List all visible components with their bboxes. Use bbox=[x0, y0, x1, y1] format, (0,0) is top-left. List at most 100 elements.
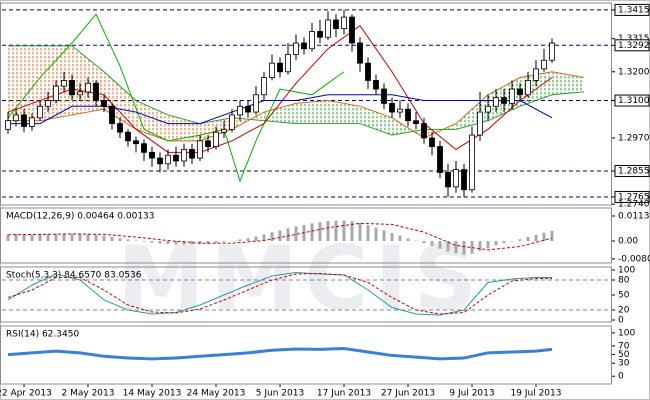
panel bbox=[0, 325, 612, 385]
indicator-line bbox=[7, 13, 345, 183]
y-tick-label: 1.3100 bbox=[618, 96, 650, 106]
y-tick-label: -0.00809 bbox=[618, 254, 650, 264]
x-tick-label: 19 Jul 2013 bbox=[511, 389, 562, 399]
candle-body bbox=[301, 42, 307, 50]
price-box bbox=[614, 94, 650, 107]
candle-body bbox=[181, 149, 187, 162]
panel-title: Stoch(5,3,3) 84.6570 83.0536 bbox=[6, 271, 142, 281]
candle-body bbox=[93, 82, 99, 101]
histogram-bar bbox=[270, 232, 274, 241]
candle-body bbox=[413, 120, 419, 124]
candle-body bbox=[365, 62, 371, 81]
candle-body bbox=[405, 108, 411, 122]
candle-body bbox=[133, 140, 139, 145]
candle-body bbox=[333, 19, 339, 30]
candle-body bbox=[109, 105, 115, 124]
candle-body bbox=[141, 143, 147, 153]
candle-body bbox=[549, 42, 555, 61]
candle-body bbox=[197, 140, 203, 159]
cloud bbox=[360, 106, 392, 136]
histogram-bar bbox=[126, 239, 130, 241]
cloud bbox=[328, 100, 360, 124]
histogram-bar bbox=[550, 230, 554, 241]
y-tick-label: 1.3200 bbox=[618, 67, 650, 77]
histogram-bar bbox=[14, 233, 18, 241]
y-tick-label: 50 bbox=[618, 350, 630, 360]
candle-body bbox=[525, 80, 531, 96]
x-tick-label: 22 Apr 2013 bbox=[0, 389, 52, 399]
price-box bbox=[614, 165, 650, 178]
histogram-bar bbox=[6, 234, 10, 241]
histogram-bar bbox=[438, 241, 442, 249]
candle-body bbox=[165, 154, 171, 165]
candle-body bbox=[469, 134, 475, 191]
histogram-bar bbox=[294, 226, 298, 241]
histogram-bar bbox=[478, 241, 482, 251]
histogram-bar bbox=[470, 241, 474, 254]
candle-body bbox=[373, 80, 379, 90]
y-tick-label: 1.3315 bbox=[618, 34, 650, 44]
histogram-bar bbox=[158, 241, 162, 244]
histogram-bar bbox=[486, 241, 490, 249]
y-tick-label: 50 bbox=[618, 291, 630, 301]
x-tick-label: 9 Jul 2013 bbox=[449, 389, 494, 399]
histogram-bar bbox=[430, 241, 434, 246]
histogram-bar bbox=[190, 241, 194, 245]
candle-body bbox=[85, 82, 91, 93]
candle-body bbox=[485, 105, 491, 113]
histogram-bar bbox=[390, 233, 394, 241]
candle-body bbox=[349, 16, 355, 44]
indicator-line bbox=[7, 271, 552, 316]
histogram-bar bbox=[502, 241, 506, 244]
candle-body bbox=[389, 103, 395, 113]
candle-body bbox=[205, 140, 211, 147]
x-tick-label: 17 Jun 2013 bbox=[317, 389, 371, 399]
indicator-line bbox=[7, 222, 553, 251]
histogram-bar bbox=[78, 233, 82, 241]
histogram-bar bbox=[398, 235, 402, 241]
cloud bbox=[104, 71, 136, 130]
histogram-bar bbox=[166, 241, 170, 245]
histogram-bar bbox=[526, 237, 530, 241]
indicator-line bbox=[8, 94, 553, 125]
candle-body bbox=[5, 120, 11, 130]
candle-body bbox=[221, 128, 227, 133]
x-tick-label: 27 Jun 2013 bbox=[381, 389, 435, 399]
x-tick-label: 14 May 2013 bbox=[123, 389, 182, 399]
candle-body bbox=[69, 80, 75, 96]
histogram-bar bbox=[38, 234, 42, 241]
histogram-bar bbox=[462, 241, 466, 255]
y-tick-label: 1.2970 bbox=[618, 133, 650, 143]
histogram-bar bbox=[374, 227, 378, 241]
histogram-bar bbox=[310, 223, 314, 241]
candle-body bbox=[293, 42, 299, 55]
histogram-bar bbox=[206, 241, 210, 244]
panel-title: MACD(12,26,9) 0.00464 0.00133 bbox=[6, 212, 155, 222]
candle-body bbox=[77, 91, 83, 96]
price-box bbox=[614, 190, 650, 203]
candle-body bbox=[285, 54, 291, 73]
candle-body bbox=[189, 149, 195, 159]
histogram-bar bbox=[198, 241, 202, 245]
candle-body bbox=[437, 146, 443, 173]
histogram-bar bbox=[534, 234, 538, 241]
candle-body bbox=[117, 123, 123, 133]
candle-body bbox=[517, 88, 523, 96]
y-tick-label: 0.00 bbox=[618, 237, 638, 247]
histogram-bar bbox=[62, 233, 66, 241]
candle-body bbox=[357, 42, 363, 64]
candle-body bbox=[29, 117, 35, 127]
candle-body bbox=[269, 62, 275, 78]
candle-body bbox=[453, 169, 459, 188]
candle-body bbox=[21, 114, 27, 127]
candle-body bbox=[237, 105, 243, 116]
candle-body bbox=[245, 105, 251, 113]
histogram-bar bbox=[406, 238, 410, 241]
candle-body bbox=[173, 154, 179, 162]
y-tick-label: 1.3292 bbox=[618, 41, 650, 51]
x-tick-label: 2 May 2013 bbox=[62, 389, 115, 399]
histogram-bar bbox=[142, 241, 146, 242]
candle-body bbox=[61, 80, 67, 87]
histogram-bar bbox=[22, 234, 26, 241]
candle-body bbox=[213, 131, 219, 147]
